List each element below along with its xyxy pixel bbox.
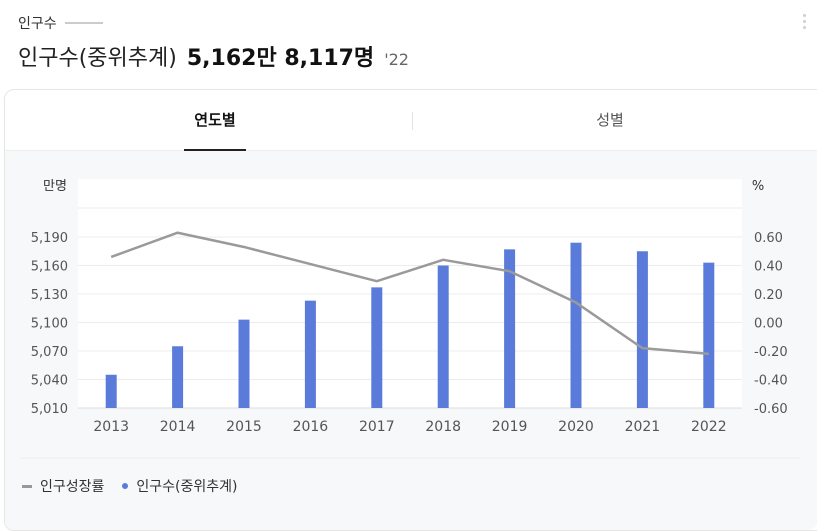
more-menu-icon[interactable]	[803, 14, 807, 29]
tab-by-year-label: 연도별	[194, 111, 236, 129]
bar	[238, 319, 250, 408]
tab-divider	[412, 112, 413, 130]
left-axis-tick-label: 5,070	[31, 345, 68, 360]
bar	[371, 287, 383, 408]
legend-label-growth-rate: 인구성장률	[40, 479, 105, 495]
x-axis-tick-label: 2020	[558, 419, 594, 435]
bar	[437, 265, 449, 408]
right-axis-tick-label: -0.60	[754, 402, 788, 417]
bar	[703, 262, 715, 408]
bar	[172, 346, 184, 408]
right-axis-tick-label: 0.20	[754, 288, 783, 303]
right-axis-tick-label: -0.20	[754, 345, 788, 360]
tab-bar: 연도별 성별	[5, 90, 817, 151]
section-label-text: 인구수	[18, 16, 57, 32]
right-axis-unit: %	[752, 179, 764, 194]
tab-by-gender[interactable]: 성별	[565, 90, 655, 150]
right-axis-tick-label: -0.40	[754, 374, 788, 389]
bar	[105, 374, 117, 408]
x-axis-tick-label: 2014	[160, 419, 196, 435]
x-axis-tick-label: 2019	[492, 419, 528, 435]
x-axis-tick-label: 2018	[425, 419, 461, 435]
active-tab-indicator	[184, 149, 246, 151]
x-axis-tick-label: 2015	[226, 419, 262, 435]
left-axis-tick-label: 5,040	[31, 374, 68, 389]
growth-rate-line	[110, 231, 709, 356]
left-axis-tick-label: 5,130	[31, 288, 68, 303]
line-legend-icon	[22, 484, 32, 488]
x-axis-tick-label: 2016	[293, 419, 329, 435]
combo-chart: 만명 5,010 5,040 5,070 5,100 5,130 5,160 5,190% -0…	[20, 179, 800, 459]
bar-legend-icon	[122, 483, 129, 489]
left-axis-tick-label: 5,100	[31, 317, 68, 332]
stat-year: '22	[384, 50, 409, 69]
bar	[570, 242, 582, 408]
right-axis-tick-label: 0.60	[754, 231, 783, 246]
legend-item-growth-rate[interactable]: 인구성장률	[22, 476, 104, 496]
right-axis-tick-label: 0.40	[754, 260, 783, 275]
x-axis-tick-label: 2017	[359, 419, 395, 435]
left-axis-tick-label: 5,190	[31, 231, 68, 246]
headline: 인구수(중위추계) 5,162만 8,117명 '22	[18, 40, 409, 72]
legend-item-population[interactable]: 인구수(중위추계)	[122, 476, 238, 496]
left-axis-unit: 만명	[43, 179, 67, 194]
bar	[636, 251, 648, 408]
left-axis-tick-label: 5,160	[31, 260, 68, 275]
bar	[304, 300, 316, 408]
bar	[504, 249, 516, 408]
legend-label-population: 인구수(중위추계)	[136, 479, 238, 495]
x-axis-tick-label: 2013	[93, 419, 129, 435]
tab-by-gender-label: 성별	[596, 111, 624, 129]
stat-name: 인구수(중위추계)	[18, 46, 177, 71]
x-axis-tick-label: 2022	[691, 419, 727, 435]
tab-by-year[interactable]: 연도별	[184, 90, 246, 151]
stat-value: 5,162만 8,117명	[186, 46, 375, 71]
section-label-line	[64, 22, 103, 24]
right-axis-tick-label: 0.00	[754, 317, 783, 332]
x-axis-tick-label: 2021	[625, 419, 661, 435]
legend: 인구성장률 인구수(중위추계)	[22, 476, 238, 496]
left-axis-tick-label: 5,010	[31, 402, 68, 417]
section-label: 인구수	[18, 13, 103, 33]
